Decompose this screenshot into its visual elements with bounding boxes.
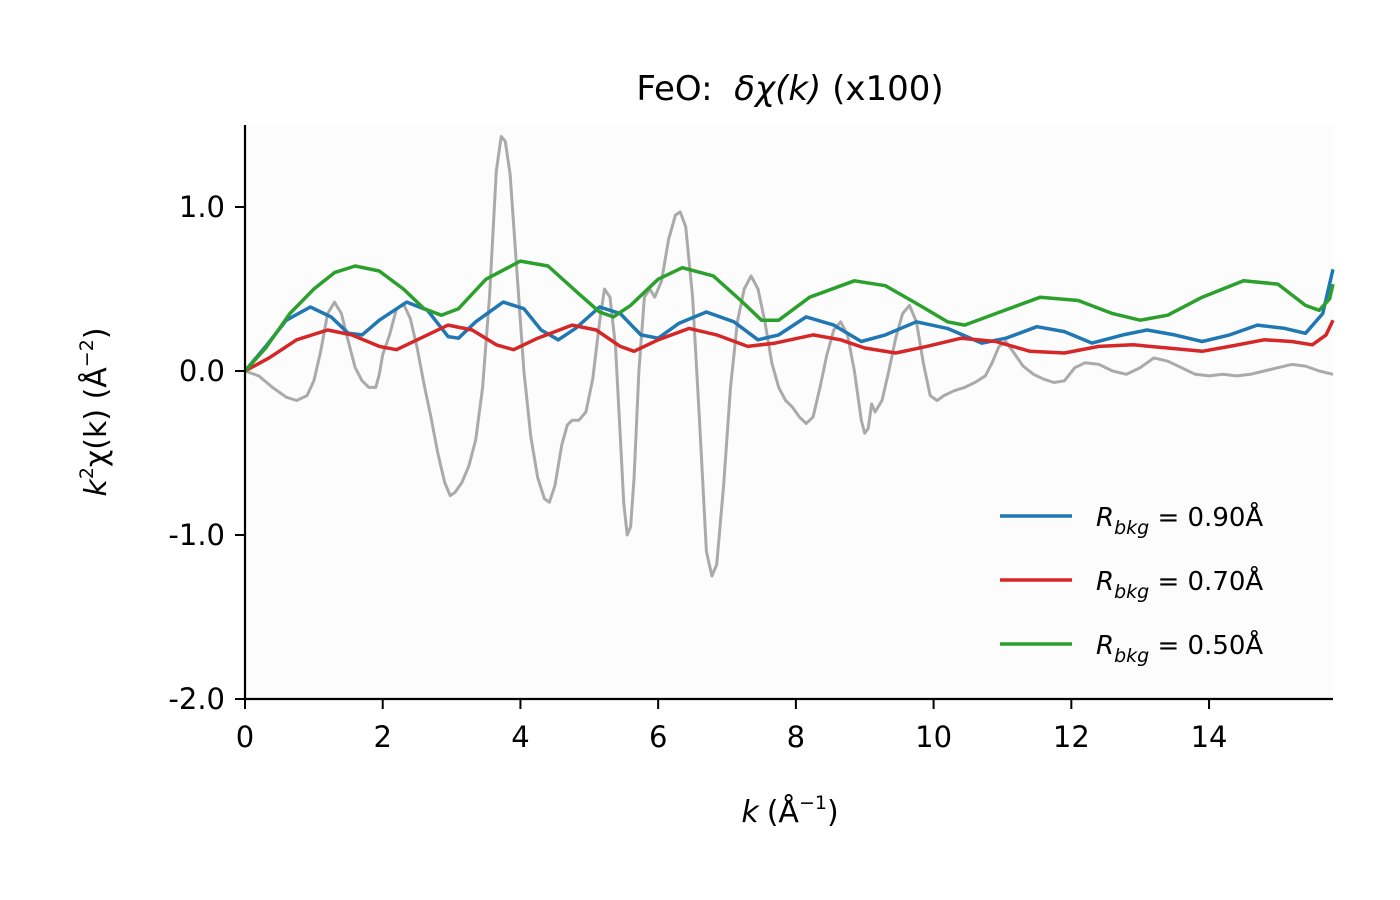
x-tick-label: 14 [1191,720,1228,754]
x-tick-label: 10 [915,720,952,754]
x-tick-label: 2 [373,720,391,754]
series-line-3 [243,259,1335,373]
x-tick-label: 12 [1053,720,1090,754]
series-line-1 [243,268,1335,373]
y-ticks: -2.0 -1.0 0.0 1.0 [168,190,245,716]
y-tick-label: 1.0 [179,190,225,224]
legend: Rbkg = 0.90Å Rbkg = 0.70Å Rbkg = 0.50Å [1000,501,1263,667]
y-tick-label: 0.0 [179,354,225,388]
legend-label-r050: Rbkg = 0.50Å [1096,629,1263,667]
chart-title: FeO: δχ(k) (x100) [636,69,943,109]
x-ticks: 0 2 4 6 8 10 12 14 [236,699,1228,754]
y-tick-label: -1.0 [168,518,225,552]
x-tick-label: 6 [649,720,667,754]
x-tick-label: 4 [511,720,529,754]
legend-label-r090: Rbkg = 0.90Å [1096,501,1263,539]
y-axis-label: k2χ(k) (Å−2) [76,327,114,496]
x-tick-label: 8 [787,720,805,754]
y-tick-label: -2.0 [168,682,225,716]
series-layer [243,135,1335,578]
series-line-2 [244,319,1335,373]
legend-label-r070: Rbkg = 0.70Å [1096,565,1263,603]
plot-background [245,125,1333,699]
x-tick-label: 0 [236,720,254,754]
series-line-data [244,135,1334,578]
x-axis-label: k (Å−1) [741,792,838,830]
